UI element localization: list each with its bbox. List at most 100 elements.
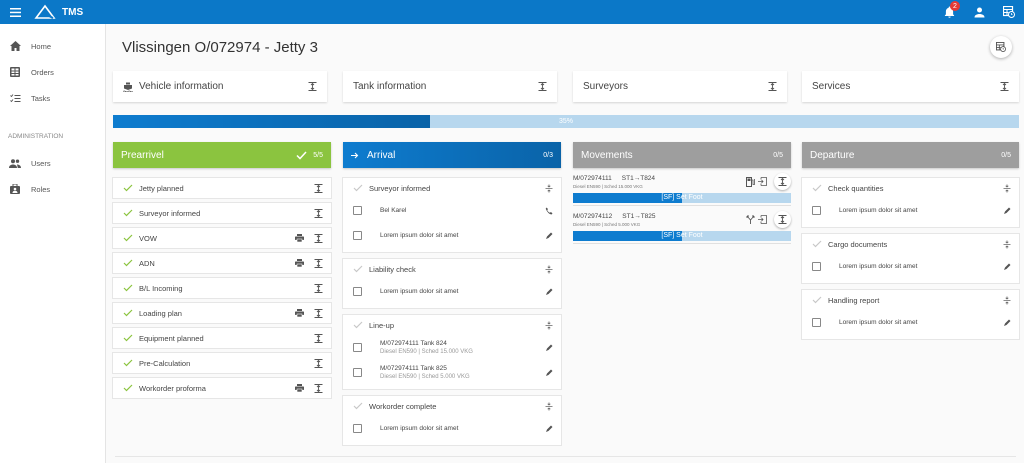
sidebar-item-home[interactable]: Home: [0, 33, 105, 59]
edit-pencil-icon[interactable]: [1003, 207, 1011, 215]
edit-pencil-icon[interactable]: [1003, 319, 1011, 327]
sidebar-item-roles[interactable]: Roles: [0, 176, 105, 202]
task-item[interactable]: Equipment planned: [113, 328, 331, 348]
pump-icon[interactable]: [746, 176, 755, 187]
subtask-checkbox[interactable]: [812, 318, 821, 327]
sidebar: Home Orders Tasks ADMINISTRATION Users R…: [0, 24, 106, 463]
table-clock-icon: [1003, 6, 1015, 18]
collapse-icon[interactable]: [1003, 184, 1011, 193]
expand-icon[interactable]: [314, 383, 323, 393]
check-icon: [123, 359, 133, 367]
collapse-icon[interactable]: [1003, 240, 1011, 249]
collapse-icon[interactable]: [1003, 296, 1011, 305]
edit-pencil-icon[interactable]: [545, 232, 553, 240]
task-group-title: Line-up: [369, 320, 395, 330]
task-group-header[interactable]: Liability check: [343, 259, 561, 279]
edit-pencil-icon[interactable]: [545, 369, 553, 377]
schedule-table-button[interactable]: [994, 0, 1024, 24]
movement-item[interactable]: M/072974111 ST1→T824 Diesel EN590 | Sched…: [573, 168, 791, 206]
task-group-header[interactable]: Handling report: [802, 290, 1019, 310]
card-label: Tank information: [353, 81, 427, 92]
sidebar-item-users[interactable]: Users: [0, 150, 105, 176]
edit-pencil-icon[interactable]: [545, 344, 553, 352]
check-icon: [123, 334, 133, 342]
column-title: Prearrivel: [121, 149, 164, 161]
notifications-button[interactable]: 2: [934, 0, 964, 24]
movement-item[interactable]: M/072974112 ST1→T825 Diesel EN590 | Sched…: [573, 206, 791, 244]
check-icon: [353, 321, 363, 329]
subtask-checkbox[interactable]: [812, 262, 821, 271]
task-label: Workorder proforma: [139, 383, 206, 393]
expand-icon[interactable]: [308, 82, 317, 91]
task-item[interactable]: Jetty planned: [113, 178, 331, 198]
task-item[interactable]: Workorder proforma: [113, 378, 331, 398]
expand-icon[interactable]: [314, 283, 323, 293]
check-icon: [812, 296, 822, 304]
expand-icon[interactable]: [314, 308, 323, 318]
enter-icon[interactable]: [758, 215, 767, 224]
subtask-checkbox[interactable]: [812, 206, 821, 215]
expand-movement-button[interactable]: [774, 173, 791, 190]
task-group-header[interactable]: Cargo documents: [802, 234, 1019, 254]
expand-icon[interactable]: [1000, 82, 1009, 91]
task-group: Handling report Lorem ipsum dolor sit am…: [802, 290, 1019, 339]
check-icon: [123, 209, 133, 217]
edit-pencil-icon[interactable]: [545, 425, 553, 433]
sidebar-item-tasks[interactable]: Tasks: [0, 85, 105, 111]
surveyors-card[interactable]: Surveyors: [573, 71, 787, 102]
print-icon[interactable]: [295, 309, 304, 317]
expand-icon[interactable]: [314, 233, 323, 243]
expand-icon[interactable]: [314, 208, 323, 218]
subtask-checkbox[interactable]: [353, 287, 362, 296]
task-item[interactable]: ADN: [113, 253, 331, 273]
edit-pencil-icon[interactable]: [1003, 263, 1011, 271]
progress-label: 35%: [558, 118, 573, 125]
tank-information-card[interactable]: Tank information: [343, 71, 557, 102]
collapse-icon[interactable]: [545, 265, 553, 274]
expand-icon[interactable]: [314, 183, 323, 193]
schedule-fab-button[interactable]: [990, 36, 1012, 58]
vehicle-information-card[interactable]: Vehicle information: [113, 71, 327, 102]
task-group-header[interactable]: Line-up: [343, 315, 561, 335]
roles-icon: [10, 184, 20, 194]
print-icon[interactable]: [295, 384, 304, 392]
enter-icon[interactable]: [758, 177, 767, 186]
task-group-header[interactable]: Surveyor informed: [343, 178, 561, 198]
subtask-checkbox[interactable]: [353, 231, 362, 240]
check-icon: [123, 184, 133, 192]
task-label: Equipment planned: [139, 333, 204, 343]
expand-icon[interactable]: [538, 82, 547, 91]
edit-pencil-icon[interactable]: [545, 288, 553, 296]
task-item[interactable]: B/L Incoming: [113, 278, 331, 298]
expand-movement-button[interactable]: [774, 211, 791, 228]
subtask-checkbox[interactable]: [353, 206, 362, 215]
subtask-checkbox[interactable]: [353, 368, 362, 377]
expand-icon[interactable]: [314, 358, 323, 368]
account-button[interactable]: [964, 0, 994, 24]
expand-icon[interactable]: [314, 258, 323, 268]
subtask-checkbox[interactable]: [353, 343, 362, 352]
print-icon[interactable]: [295, 234, 304, 242]
split-icon[interactable]: [746, 215, 755, 224]
expand-icon[interactable]: [778, 215, 787, 224]
task-item[interactable]: Surveyor informed: [113, 203, 331, 223]
expand-icon[interactable]: [314, 333, 323, 343]
expand-icon[interactable]: [778, 177, 787, 186]
collapse-icon[interactable]: [545, 402, 553, 411]
expand-icon[interactable]: [768, 82, 777, 91]
task-item[interactable]: Pre-Calculation: [113, 353, 331, 373]
task-group-header[interactable]: Check quantities: [802, 178, 1019, 198]
task-group-header[interactable]: Workorder complete: [343, 396, 561, 416]
task-item[interactable]: Loading plan: [113, 303, 331, 323]
subtask-checkbox[interactable]: [353, 424, 362, 433]
collapse-icon[interactable]: [545, 184, 553, 193]
sidebar-item-orders[interactable]: Orders: [0, 59, 105, 85]
movement-detail: Diesel EN590 | Sched 5.000 VKG: [573, 221, 641, 227]
print-icon[interactable]: [295, 259, 304, 267]
collapse-icon[interactable]: [545, 321, 553, 330]
phone-icon[interactable]: [545, 207, 553, 215]
services-card[interactable]: Services: [802, 71, 1019, 102]
menu-button[interactable]: [1, 7, 29, 17]
tasks-icon: [9, 93, 20, 102]
task-item[interactable]: VOW: [113, 228, 331, 248]
